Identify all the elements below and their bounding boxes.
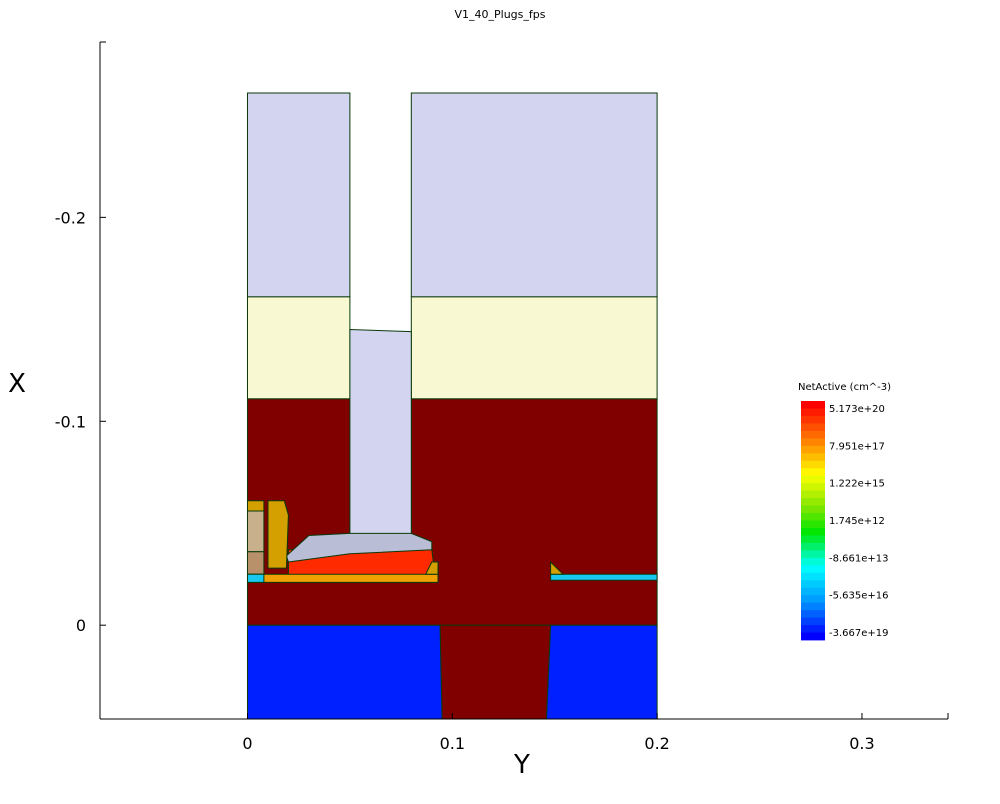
colorbar-swatch (801, 408, 825, 417)
region-spacer-right (550, 560, 565, 575)
colorbar-swatch (801, 438, 825, 447)
y-tick-label: -0.2 (55, 208, 86, 227)
colorbar-label: 7.951e+17 (829, 441, 885, 452)
colorbar-swatch (801, 625, 825, 633)
colorbar-swatch (801, 602, 825, 611)
x-axis-ticks: 0 0.1 0.2 0.3 (242, 713, 875, 753)
colorbar-swatch (801, 415, 825, 424)
region-substrate-pillar (439, 624, 552, 720)
colorbar-swatch (801, 632, 825, 641)
y-axis-label: X (8, 369, 26, 399)
region-strip-right (550, 573, 658, 581)
colorbar-swatch (801, 565, 825, 574)
y-axis-ticks: -0.2 -0.1 0 (55, 208, 106, 635)
colorbar-swatch (801, 475, 825, 484)
region-silicide-cap (285, 532, 433, 563)
colorbar-swatch (801, 595, 825, 604)
colorbar-swatch (801, 587, 825, 596)
colorbar-label: -3.667e+19 (829, 628, 889, 639)
colorbar-swatch (801, 527, 825, 536)
region-top-oxide-left (247, 92, 351, 298)
colorbar-swatch (801, 513, 825, 521)
region-strip-left (247, 573, 439, 583)
colorbar-swatch (801, 505, 825, 514)
region-nitride-right (410, 296, 658, 400)
colorbar-swatch (801, 401, 825, 409)
colorbar-swatch (801, 483, 825, 492)
region-left-spacer-gold2 (247, 500, 265, 512)
colorbar-swatch (801, 617, 825, 626)
colorbar-swatch (801, 430, 825, 439)
colorbar-label: 5.173e+20 (829, 404, 885, 415)
colorbar-swatch (801, 490, 825, 499)
x-tick-label: 0 (242, 734, 252, 753)
colorbar-label: 1.745e+12 (829, 516, 885, 527)
x-tick-label: 0.1 (440, 734, 465, 753)
colorbar-swatch (801, 460, 825, 469)
region-bottom-well-right (545, 624, 658, 720)
region-bottom-well-left (247, 624, 443, 720)
colorbar-swatch (801, 557, 825, 566)
colorbar-labels: 5.173e+20 7.951e+17 1.222e+15 1.745e+12 -8.6… (829, 404, 889, 639)
y-tick-label: 0 (76, 616, 86, 635)
colorbar: NetActive (cm^-3) 5.173e+20 7.951e+17 1.22… (798, 382, 891, 641)
colorbar-swatch (801, 535, 825, 544)
region-spacer-mid (424, 561, 439, 575)
x-axis-label: Y (513, 750, 530, 780)
region-contact-plug (349, 328, 412, 537)
colorbar-swatches (801, 401, 825, 641)
colorbar-title: NetActive (cm^-3) (798, 382, 891, 393)
region-left-spacer-gold (267, 500, 289, 569)
colorbar-swatch (801, 610, 825, 618)
colorbar-swatch (801, 542, 825, 551)
region-left-spacer-tan2 (247, 551, 265, 575)
colorbar-swatch (801, 520, 825, 529)
colorbar-swatch (801, 498, 825, 506)
y-tick-label: -0.1 (55, 412, 86, 431)
region-substrate-upper (247, 398, 658, 626)
device-regions (247, 92, 658, 720)
colorbar-label: -5.635e+16 (829, 591, 889, 602)
colorbar-swatch (801, 572, 825, 581)
chart-title: V1_40_Plugs_fps (455, 8, 546, 21)
x-tick-label: 0.2 (644, 734, 669, 753)
region-strip-left-cyan (247, 573, 265, 583)
region-nitride-left (247, 296, 351, 400)
colorbar-label: 1.222e+15 (829, 479, 885, 490)
colorbar-swatch (801, 453, 825, 462)
region-left-spacer-tan (247, 510, 265, 553)
region-top-oxide-right (410, 92, 658, 298)
colorbar-swatch (801, 423, 825, 432)
colorbar-swatch (801, 445, 825, 454)
colorbar-swatch (801, 468, 825, 477)
colorbar-swatch (801, 550, 825, 559)
colorbar-label: -8.661e+13 (829, 553, 889, 564)
x-tick-label: 0.3 (849, 734, 874, 753)
colorbar-swatch (801, 580, 825, 589)
